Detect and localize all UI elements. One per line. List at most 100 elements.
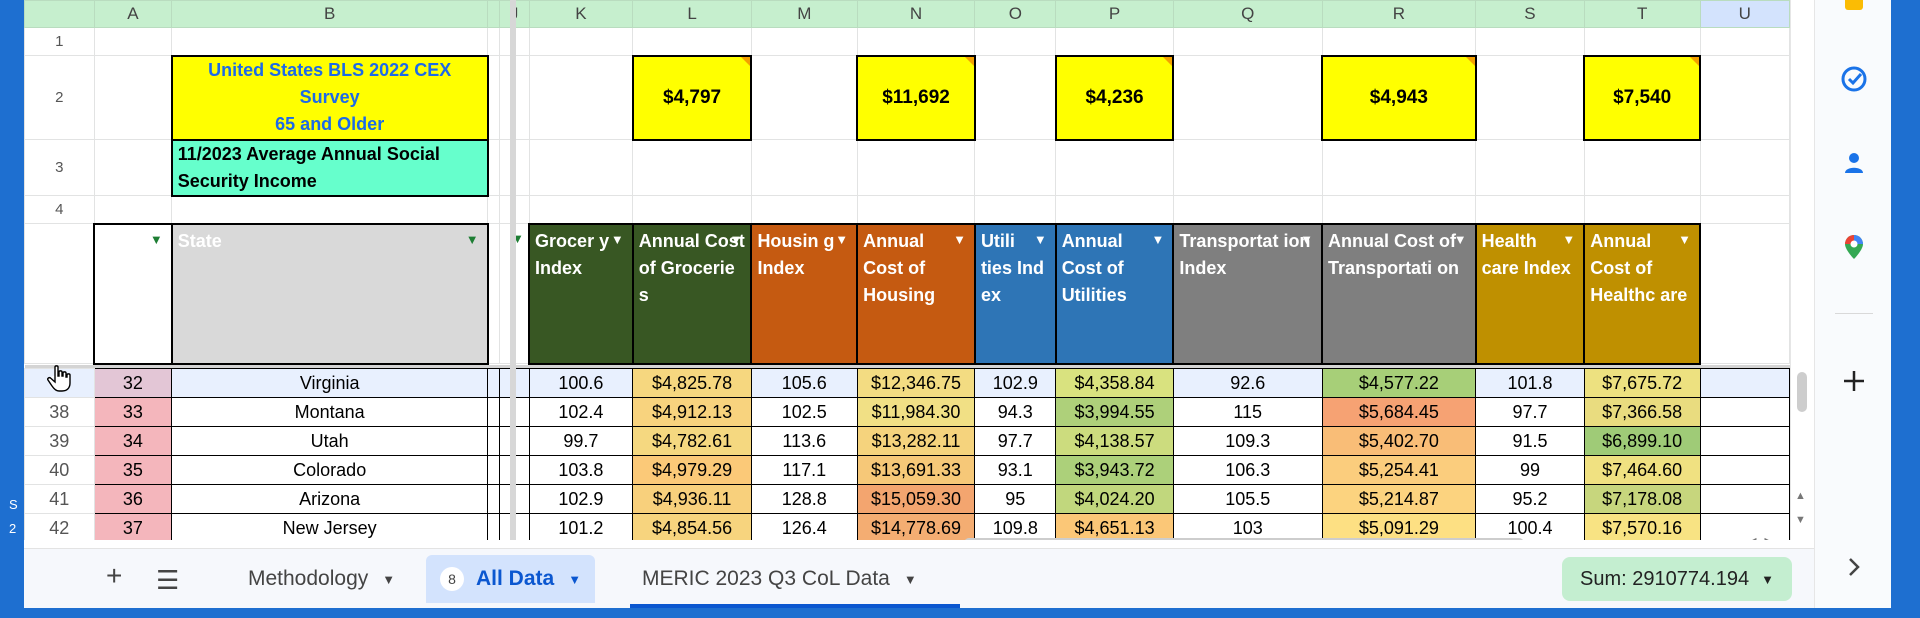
cell[interactable] xyxy=(1321,195,1477,224)
cell[interactable] xyxy=(750,139,858,196)
cell[interactable] xyxy=(750,55,858,140)
header-annual-utilities[interactable]: Annual Cost of Utilities ▼ xyxy=(1054,222,1175,365)
cell[interactable] xyxy=(1699,397,1790,427)
cell[interactable] xyxy=(1475,27,1585,56)
header-annual-housing[interactable]: Annual Cost of Housing ▼ xyxy=(856,222,976,365)
col-header-m[interactable]: M xyxy=(750,0,858,28)
cell[interactable] xyxy=(528,55,634,140)
avg-transportation-cell[interactable]: $4,943 xyxy=(1321,54,1477,141)
cell-m[interactable]: 105.6 xyxy=(750,368,858,398)
state-cell[interactable]: Montana xyxy=(171,397,489,427)
cell[interactable] xyxy=(856,139,976,196)
expand-icon[interactable] xyxy=(1839,552,1869,582)
tab-all-data[interactable]: 8 All Data ▼ xyxy=(426,555,596,603)
cell-q[interactable]: 109.3 xyxy=(1172,426,1323,456)
cell-p[interactable]: $4,358.84 xyxy=(1055,368,1174,398)
cell[interactable] xyxy=(1699,139,1790,196)
col-header-o[interactable]: O xyxy=(974,0,1057,28)
select-all-corner[interactable] xyxy=(24,0,95,28)
cell[interactable] xyxy=(1699,455,1790,485)
cell[interactable] xyxy=(1055,27,1174,56)
cell[interactable] xyxy=(632,139,752,196)
filter-icon[interactable]: ▼ xyxy=(1300,231,1314,247)
header-housing-index[interactable]: Housin g Index ▼ xyxy=(750,222,859,365)
row-number[interactable]: 3 xyxy=(24,139,95,196)
cell-q[interactable]: 92.6 xyxy=(1172,368,1323,398)
cell-m[interactable]: 126.4 xyxy=(750,513,858,540)
cell-p[interactable]: $3,943.72 xyxy=(1055,455,1174,485)
header-utilities-index[interactable]: Utili ties Ind ex ▼ xyxy=(973,222,1057,365)
cell[interactable] xyxy=(1321,27,1477,56)
cell[interactable] xyxy=(93,195,173,224)
header-state[interactable]: State ▼ xyxy=(170,222,489,365)
filter-icon[interactable]: ▼ xyxy=(1678,231,1692,247)
cell[interactable] xyxy=(1475,139,1585,196)
header-annual-groceries[interactable]: Annual Cost of Grocerie s ▼ xyxy=(631,222,753,365)
cell-r[interactable]: $5,091.29 xyxy=(1321,513,1477,540)
col-header-k[interactable]: K xyxy=(528,0,634,28)
chevron-down-icon[interactable]: ▼ xyxy=(1761,571,1774,587)
tab-methodology[interactable]: Methodology ▼ xyxy=(234,555,409,603)
menu-icon[interactable]: ☰ xyxy=(156,565,180,595)
cell-p[interactable]: $3,994.55 xyxy=(1055,397,1174,427)
cell[interactable] xyxy=(1699,55,1790,140)
cell-r[interactable]: $5,402.70 xyxy=(1321,426,1477,456)
keep-icon[interactable] xyxy=(1839,0,1869,16)
cell-k[interactable]: 101.2 xyxy=(528,513,634,540)
row-number[interactable]: 42 xyxy=(24,513,95,540)
cell[interactable] xyxy=(93,139,173,196)
cell-n[interactable]: $11,984.30 xyxy=(856,397,976,427)
row-number[interactable]: 1 xyxy=(24,27,95,56)
chevron-down-icon[interactable]: ▼ xyxy=(903,571,917,587)
cell-o[interactable]: 97.7 xyxy=(974,426,1057,456)
cell-n[interactable]: $13,691.33 xyxy=(856,455,976,485)
avg-healthcare-cell[interactable]: $7,540 xyxy=(1583,54,1702,141)
cell-p[interactable]: $4,024.20 xyxy=(1055,484,1174,514)
frozen-column-bar[interactable] xyxy=(510,0,516,540)
cell-t[interactable]: $7,366.58 xyxy=(1583,397,1701,427)
row-number[interactable]: 40 xyxy=(24,455,95,485)
cell[interactable] xyxy=(1699,368,1790,398)
col-header-b[interactable]: B xyxy=(171,0,489,28)
avg-housing-cell[interactable]: $11,692 xyxy=(856,54,976,141)
col-header-r[interactable]: R xyxy=(1321,0,1477,28)
vertical-scrollbar-thumb[interactable] xyxy=(1797,372,1807,412)
chevron-down-icon[interactable]: ▼ xyxy=(382,571,396,587)
cell-s[interactable]: 100.4 xyxy=(1475,513,1585,540)
add-icon[interactable] xyxy=(1839,366,1869,396)
scroll-down-arrow-icon[interactable]: ▼ xyxy=(1795,514,1806,526)
cell[interactable] xyxy=(632,195,752,224)
state-cell[interactable]: Utah xyxy=(171,426,489,456)
rank-cell[interactable]: 35 xyxy=(93,455,173,485)
ssi-income-cell[interactable]: 11/2023 Average Annual Social Security I… xyxy=(170,138,489,197)
cell-r[interactable]: $5,684.45 xyxy=(1321,397,1477,427)
cell-t[interactable]: $7,675.72 xyxy=(1583,368,1701,398)
cell-k[interactable]: 103.8 xyxy=(528,455,634,485)
col-header-t[interactable]: T xyxy=(1583,0,1701,28)
col-header-n[interactable]: N xyxy=(856,0,976,28)
cell-n[interactable]: $15,059.30 xyxy=(856,484,976,514)
cell-r[interactable]: $4,577.22 xyxy=(1321,368,1477,398)
contacts-icon[interactable] xyxy=(1839,148,1869,178)
cell-q[interactable]: 105.5 xyxy=(1172,484,1323,514)
cell[interactable] xyxy=(856,27,976,56)
cell-k[interactable]: 100.6 xyxy=(528,368,634,398)
header-healthcare-index[interactable]: Health care Index ▼ xyxy=(1474,222,1586,365)
cell-k[interactable]: 99.7 xyxy=(528,426,634,456)
cell-s[interactable]: 101.8 xyxy=(1475,368,1585,398)
cell-s[interactable]: 95.2 xyxy=(1475,484,1585,514)
cell[interactable] xyxy=(1172,195,1323,224)
state-cell[interactable]: New Jersey xyxy=(171,513,489,540)
cell-m[interactable]: 128.8 xyxy=(750,484,858,514)
state-cell[interactable]: Colorado xyxy=(171,455,489,485)
col-header-u[interactable]: U xyxy=(1699,0,1790,28)
report-title-cell[interactable]: United States BLS 2022 CEX Survey 65 and O… xyxy=(170,54,489,141)
cell-o[interactable]: 95 xyxy=(974,484,1057,514)
sheet-grid[interactable]: A B J K L M N O P Q R S T U 1 xyxy=(24,0,1790,540)
horizontal-scroll-arrows[interactable]: ◀▶ xyxy=(1748,535,1781,540)
col-header-s[interactable]: S xyxy=(1475,0,1585,28)
cell[interactable] xyxy=(1475,195,1585,224)
cell-n[interactable]: $12,346.75 xyxy=(856,368,976,398)
cell-n[interactable]: $14,778.69 xyxy=(856,513,976,540)
cell[interactable] xyxy=(632,27,752,56)
